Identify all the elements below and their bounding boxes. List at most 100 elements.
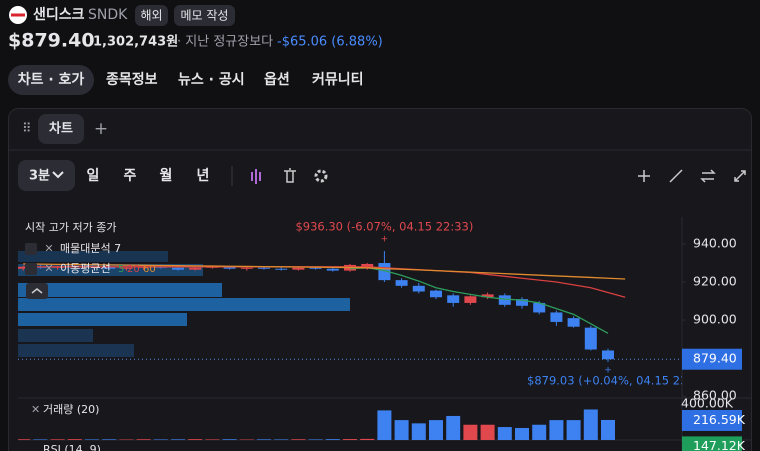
compare-text: · 지난 정규장보다 <box>177 35 273 50</box>
period[interactable]: 주 <box>124 168 137 184</box>
volume-bar <box>360 438 375 440</box>
volume-bar <box>18 439 31 440</box>
volume-bar <box>291 439 306 440</box>
volume-bar <box>33 439 48 440</box>
nav-tab[interactable]: 종목정보 <box>106 71 158 88</box>
candle-body <box>258 267 270 269</box>
badge-text[interactable]: 메모 작성 <box>181 9 229 23</box>
ma-period: 60 <box>143 264 156 275</box>
volume-bar <box>429 420 443 440</box>
candle-body <box>292 267 305 270</box>
add-tab[interactable]: + <box>94 119 108 139</box>
expand-icon[interactable] <box>734 170 746 182</box>
volume-tick-label: 400.00K <box>681 395 734 410</box>
volume-bar <box>411 423 426 440</box>
volume-bar <box>583 409 598 440</box>
volume-bar <box>222 439 237 440</box>
indicator-label: 매물대분석 7 <box>60 242 121 255</box>
chevron <box>52 171 64 179</box>
panel-tab-text[interactable]: 차트 <box>49 121 73 137</box>
eye-icon[interactable] <box>25 263 37 275</box>
ticker: SNDK <box>88 7 128 23</box>
price: $879.40 <box>8 30 95 52</box>
volume-bar <box>377 410 392 440</box>
draw-icon[interactable] <box>669 169 683 183</box>
change: -$65.06 (6.88%) <box>277 35 383 50</box>
moving-average <box>23 263 626 280</box>
candle-body <box>412 285 425 292</box>
low-annotation: $879.03 (+0.04%, 04.15 23:12) <box>527 374 710 388</box>
close-icon[interactable]: ✕ <box>44 242 53 255</box>
volume-bar <box>515 427 529 440</box>
badge[interactable] <box>174 5 235 26</box>
y-tick-label: 920.00 <box>693 274 737 289</box>
volume-bar <box>566 420 581 440</box>
nav-tab[interactable]: 차트 · 호가 <box>18 72 85 88</box>
period[interactable]: 일 <box>87 168 100 184</box>
candle-body <box>309 267 322 269</box>
badge[interactable] <box>135 5 168 26</box>
interval[interactable]: 3분 <box>29 169 50 184</box>
nav-tab[interactable]: 뉴스 · 공시 <box>178 72 245 88</box>
high-pointer: + <box>381 235 389 245</box>
indicator-icon[interactable] <box>251 169 261 184</box>
volume-bar <box>446 415 461 440</box>
candle-body <box>395 280 408 286</box>
candle-body <box>275 268 288 270</box>
collapse-icon <box>31 288 43 294</box>
ma-period: 5 <box>118 264 124 275</box>
candle-body <box>602 350 614 360</box>
volume-bar <box>50 439 65 440</box>
nav-tab[interactable]: 옵션 <box>264 71 290 88</box>
nav-active[interactable] <box>8 65 94 95</box>
period[interactable]: 년 <box>197 168 210 184</box>
candle-body <box>189 267 202 270</box>
ma-label: 이동평균선 <box>60 262 111 275</box>
low-pointer: + <box>604 366 612 376</box>
close-icon[interactable]: ✕ <box>44 262 53 275</box>
moving-average <box>349 267 609 334</box>
volume-bar <box>171 439 185 440</box>
volume-average-label: 147.12K <box>693 438 746 451</box>
volume-bar <box>136 439 151 440</box>
high-annotation: $936.30 (-6.07%, 04.15 22:33) <box>295 220 473 234</box>
volume-bar <box>343 439 357 440</box>
volume-bar <box>188 439 203 440</box>
volume-current-label: 216.59K <box>693 412 746 427</box>
panel-tab[interactable] <box>38 114 84 144</box>
candle-body <box>447 295 460 303</box>
volume-bar <box>601 419 615 440</box>
volume-bar <box>394 420 409 440</box>
volume-bar <box>532 424 547 440</box>
volume-bar <box>480 424 495 440</box>
settings-icon[interactable] <box>314 169 328 183</box>
volume-current-box <box>682 409 742 431</box>
candle-body <box>584 327 597 350</box>
interval-select[interactable] <box>18 160 75 191</box>
compare-icon[interactable] <box>700 169 716 183</box>
volume-bar <box>205 439 220 440</box>
logo-stripe <box>11 13 25 17</box>
candle-body <box>567 318 580 327</box>
volume-bar <box>257 439 271 440</box>
collapse-button[interactable] <box>26 283 48 299</box>
volume-bar <box>308 439 323 440</box>
nav-tab[interactable]: 커뮤니티 <box>312 72 364 88</box>
trash-icon[interactable] <box>284 168 296 183</box>
y-tick-label: 900.00 <box>693 312 737 327</box>
candle-body <box>430 290 442 298</box>
volume-bar <box>549 420 564 440</box>
drag-handle[interactable]: ⠿ <box>22 122 32 137</box>
candle-body <box>172 267 184 270</box>
y-tick-label: 860.00 <box>693 388 737 403</box>
volume-bar <box>274 439 289 440</box>
period[interactable]: 월 <box>160 167 173 184</box>
candle-body <box>240 267 253 269</box>
price-krw: 1,302,743원 <box>93 35 178 50</box>
crosshair-icon[interactable] <box>638 170 650 182</box>
close-icon[interactable]: ✕ <box>31 403 40 416</box>
current-price-box <box>682 348 742 370</box>
eye-icon[interactable] <box>25 243 37 255</box>
badge-text[interactable]: 해외 <box>140 9 162 23</box>
